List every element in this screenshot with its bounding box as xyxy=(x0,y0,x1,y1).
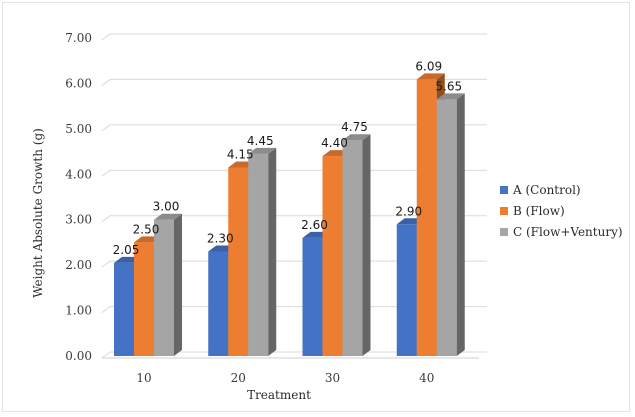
y-tick-label: 1.00 xyxy=(65,304,92,318)
legend-label: A (Control) xyxy=(512,183,581,197)
data-label: 2.30 xyxy=(207,232,234,246)
legend-label: B (Flow) xyxy=(513,204,565,218)
legend-swatch xyxy=(500,207,508,215)
y-tick-label: 6.00 xyxy=(65,76,92,90)
bar-front xyxy=(342,140,363,356)
gridline-depth xyxy=(101,351,111,359)
chart-frame xyxy=(2,2,630,412)
bar xyxy=(154,213,182,356)
bar-front xyxy=(154,219,174,356)
data-label: 2.90 xyxy=(395,204,422,218)
y-tick-label: 2.00 xyxy=(65,258,92,272)
x-axis-ticks: 10 20 30 40 xyxy=(136,371,434,385)
data-label: 4.15 xyxy=(227,147,254,161)
gridline-depth xyxy=(101,124,111,132)
bar-front xyxy=(248,153,269,356)
data-labels: 2.05 2.50 3.00 2.30 4.154.45 2.60 4.40 4.75 2.90… xyxy=(113,59,462,257)
bar-top xyxy=(416,73,445,80)
gridline-depth xyxy=(101,260,111,268)
data-label: 4.75 xyxy=(341,120,368,134)
bar-front xyxy=(396,224,417,356)
y-axis-ticks: 0.00 1.00 2.00 3.00 4.00 5.00 6.00 7.00 xyxy=(65,31,92,363)
data-label: 4.40 xyxy=(321,136,348,150)
x-tick-label: 40 xyxy=(419,371,434,385)
y-tick-label: 7.00 xyxy=(65,31,92,45)
y-tick-label: 0.00 xyxy=(65,349,92,363)
x-axis-title: Treatment xyxy=(247,388,311,402)
legend-swatch xyxy=(500,228,508,236)
bar-front xyxy=(322,156,343,356)
bar-top xyxy=(248,147,277,154)
gridline-depth xyxy=(101,215,111,223)
y-tick-label: 5.00 xyxy=(65,122,92,136)
bar-side xyxy=(174,213,182,356)
data-label: 2.60 xyxy=(301,218,328,232)
data-label: 2.50 xyxy=(133,222,160,236)
bar xyxy=(342,134,371,356)
bar-side xyxy=(456,93,465,356)
bar-top xyxy=(436,93,465,100)
bar xyxy=(436,93,465,356)
bar-side xyxy=(362,134,371,356)
bar xyxy=(248,147,277,356)
x-tick-label: 20 xyxy=(231,371,246,385)
y-tick-label: 4.00 xyxy=(65,167,92,181)
x-tick-label: 10 xyxy=(136,371,151,385)
legend-swatch xyxy=(500,186,508,194)
data-label: 4.45 xyxy=(247,134,274,148)
bar-front xyxy=(302,237,323,356)
y-tick-label: 3.00 xyxy=(65,213,92,227)
bar-front xyxy=(228,167,249,356)
bar-front xyxy=(436,99,457,356)
bar-front xyxy=(416,79,437,356)
bar-top xyxy=(154,213,182,220)
data-label: 2.05 xyxy=(113,243,140,257)
gridline-depth xyxy=(101,33,111,41)
bar-side xyxy=(268,147,277,356)
legend-label: C (Flow+Ventury) xyxy=(513,225,623,239)
gridline-depth xyxy=(101,79,111,86)
bars xyxy=(114,73,465,356)
data-label: 5.65 xyxy=(435,79,462,93)
y-axis-title: Weight Absolute Growth (g) xyxy=(31,128,45,298)
gridline-depth xyxy=(101,306,111,313)
bar-front xyxy=(114,262,134,356)
bar-top xyxy=(342,134,371,141)
bar-front xyxy=(208,251,229,356)
gridline-depth xyxy=(101,169,111,177)
data-label: 3.00 xyxy=(153,200,180,214)
bar-front xyxy=(134,242,154,356)
data-label: 6.09 xyxy=(415,59,442,73)
x-tick-label: 30 xyxy=(325,371,340,385)
legend: A (Control) B (Flow) C (Flow+Ventury) xyxy=(500,183,623,239)
